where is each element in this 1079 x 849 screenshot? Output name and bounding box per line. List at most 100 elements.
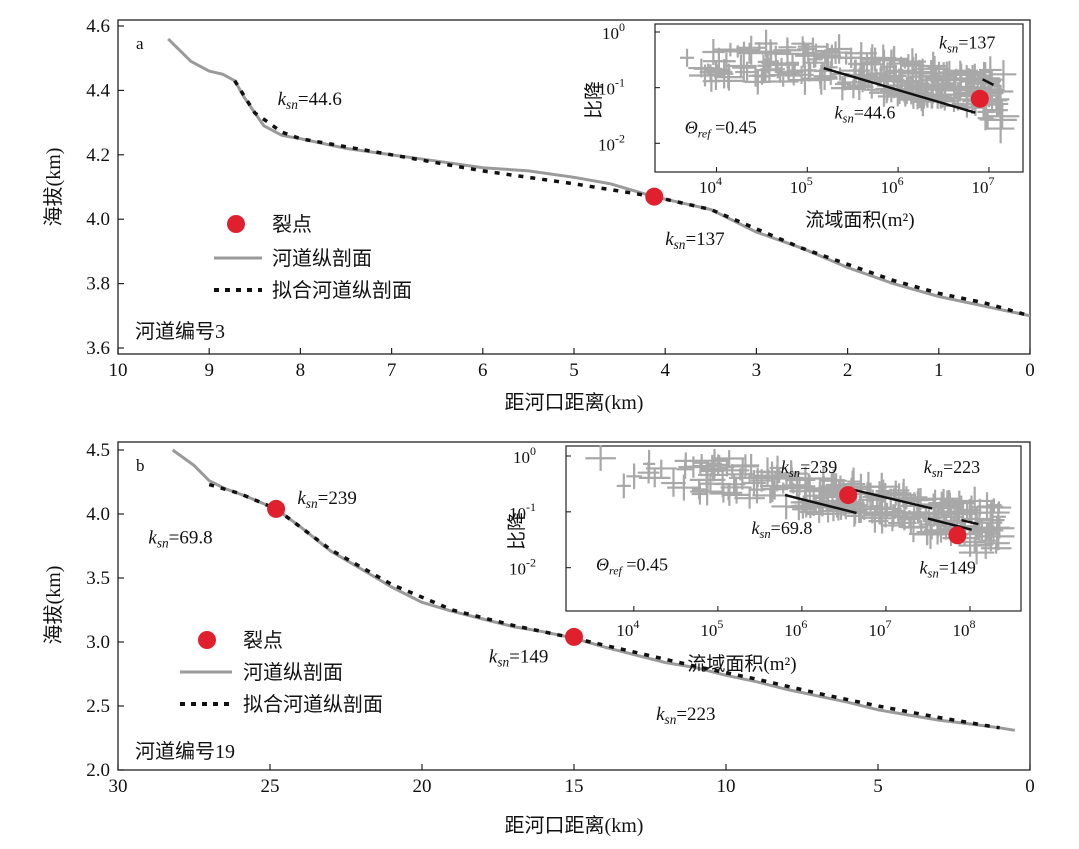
x-tick-label: 10 (717, 776, 736, 797)
y-tick-label: 2.0 (86, 760, 110, 781)
x-tick-label: 0 (1025, 776, 1035, 797)
panel-a-series (167, 37, 1031, 318)
inset-knickpoint (970, 89, 989, 108)
inset-fit-line (961, 519, 979, 526)
fit-line (275, 507, 575, 640)
x-tick-label: 6 (478, 360, 488, 381)
y-tick-label: 4.2 (86, 145, 110, 166)
panel-b-ksn-labels: ksn=239 ksn=69.8 ksn=149 ksn=223 (148, 488, 715, 727)
panel-b-stream-label: 河道编号19 (135, 740, 235, 763)
x-tick-label: 3 (752, 360, 762, 381)
ksn-label: ksn=44.6 (278, 89, 342, 112)
y-tick-label: 4.6 (86, 16, 110, 37)
inset-x-tick-label: 105 (790, 174, 813, 197)
panel-b-xlabel: 距河口距离(km) (505, 814, 644, 837)
panel-a-ticks: 10 9 8 7 6 5 4 3 2 1 03.63.84.04.24.44.6 (86, 16, 1035, 381)
fit-line (653, 194, 1031, 318)
panel-a-xlabel: 距河口距离(km) (505, 391, 644, 414)
legend-knick-marker (198, 631, 216, 649)
y-tick-label: 2.5 (86, 696, 110, 717)
inset-fit-line (784, 493, 857, 515)
panel-b-tag: b (136, 456, 145, 475)
fit-line (208, 482, 277, 511)
y-tick-label: 3.0 (86, 632, 110, 653)
inset-y-tick-label: 10-1 (509, 500, 536, 523)
panel-b-inset: 104 105 106 107 108 10-2 10-1 100 Θref =0.45 ksn=… (506, 444, 1022, 675)
legend-knick-label: 裂点 (272, 213, 312, 236)
inset-y-tick-label: 10-2 (598, 131, 625, 154)
y-tick-label: 3.8 (86, 274, 110, 295)
legend-fit-label: 拟合河道纵剖面 (243, 693, 383, 716)
theta-ref-label: Θref =0.45 (596, 554, 668, 577)
panel-a-legend: 裂点 河道纵剖面 拟合河道纵剖面 (214, 213, 412, 302)
x-tick-label: 8 (296, 360, 306, 381)
inset-fit-line (852, 488, 933, 510)
panel-a-ylabel: 海拔(km) (42, 148, 65, 227)
panel-a-tag: a (136, 34, 144, 53)
inset-ksn-label: ksn=137 (939, 33, 995, 56)
panel-b-legend: 裂点 河道纵剖面 拟合河道纵剖面 (180, 629, 383, 716)
fit-line (573, 636, 1000, 730)
inset-y-tick-label: 100 (513, 444, 536, 467)
panel-b-ylabel: 海拔(km) (42, 566, 65, 645)
inset-b-xlabel: 流域面积(m²) (687, 653, 796, 675)
legend-fit-label: 拟合河道纵剖面 (272, 279, 412, 302)
x-tick-label: 30 (109, 776, 128, 797)
legend-profile-label: 河道纵剖面 (272, 247, 372, 270)
inset-fit-line (982, 78, 995, 86)
inset-b-ylabel: 比降 (506, 512, 528, 550)
y-tick-label: 3.5 (86, 568, 110, 589)
panel-b-knickpoints (267, 499, 583, 646)
inset-fit-line (927, 517, 972, 531)
x-tick-label: 25 (261, 776, 280, 797)
inset-ksn-label: ksn=149 (920, 557, 976, 580)
inset-x-tick-label: 107 (868, 617, 891, 640)
x-tick-label: 7 (387, 360, 397, 381)
inset-fit-line (823, 67, 976, 114)
inset-knickpoint (839, 486, 858, 505)
knickpoint (267, 499, 286, 518)
panel-a-stream-label: 河道编号3 (135, 320, 225, 343)
y-tick-label: 4.0 (86, 504, 110, 525)
inset-ksn-label: ksn=69.8 (751, 518, 812, 541)
legend-knick-marker (227, 215, 245, 233)
x-tick-label: 2 (843, 360, 853, 381)
y-tick-label: 4.0 (86, 209, 110, 230)
inset-b-plot: 104 105 106 107 108 10-2 10-1 100 Θref =0.45 ksn=… (509, 444, 1015, 640)
panel-b-ticks: 30 25 20 15 10 5 02.02.53.03.54.04.5 (86, 440, 1035, 797)
inset-y-tick-label: 10-2 (509, 556, 536, 579)
inset-knickpoint (948, 526, 967, 545)
knickpoint (645, 187, 664, 206)
inset-x-tick-label: 108 (952, 617, 975, 640)
inset-a-ylabel: 比降 (583, 81, 605, 119)
x-tick-label: 5 (873, 776, 883, 797)
inset-x-tick-label: 104 (699, 174, 722, 197)
panel-a-ksn-labels: ksn=44.6 ksn=137 (278, 89, 725, 252)
inset-x-tick-label: 106 (784, 617, 807, 640)
x-tick-label: 1 (934, 360, 944, 381)
inset-x-tick-label: 104 (616, 617, 639, 640)
x-tick-label: 9 (204, 360, 214, 381)
x-tick-label: 5 (569, 360, 579, 381)
knickpoint (565, 627, 583, 646)
panel-b: b 海拔(km) 距河口距离(km) 30 25 20 15 10 5 02.02.53.0… (42, 440, 1035, 837)
x-tick-label: 20 (413, 776, 432, 797)
legend-profile-label: 河道纵剖面 (243, 661, 343, 684)
legend-knick-label: 裂点 (243, 629, 283, 652)
panel-a-inset: 104 105 106 107 10-2 10-1 100 Θref =0.45 ksn=137… (583, 20, 1024, 231)
x-tick-label: 15 (565, 776, 584, 797)
inset-x-tick-label: 107 (971, 174, 994, 197)
inset-x-tick-label: 105 (700, 617, 723, 640)
ksn-label: ksn=223 (656, 704, 715, 727)
fit-line (233, 79, 655, 199)
inset-ksn-label: ksn=223 (924, 457, 980, 480)
inset-a-plot: 104 105 106 107 10-2 10-1 100 Θref =0.45 ksn=137… (598, 20, 1020, 197)
y-tick-label: 4.4 (86, 80, 110, 101)
panel-a-knickpoints (645, 187, 664, 206)
ksn-label: ksn=137 (665, 229, 724, 252)
inset-x-tick-label: 106 (881, 174, 904, 197)
x-tick-label: 10 (109, 360, 128, 381)
ksn-label: ksn=239 (297, 488, 356, 511)
inset-a-xlabel: 流域面积(m²) (805, 209, 914, 231)
